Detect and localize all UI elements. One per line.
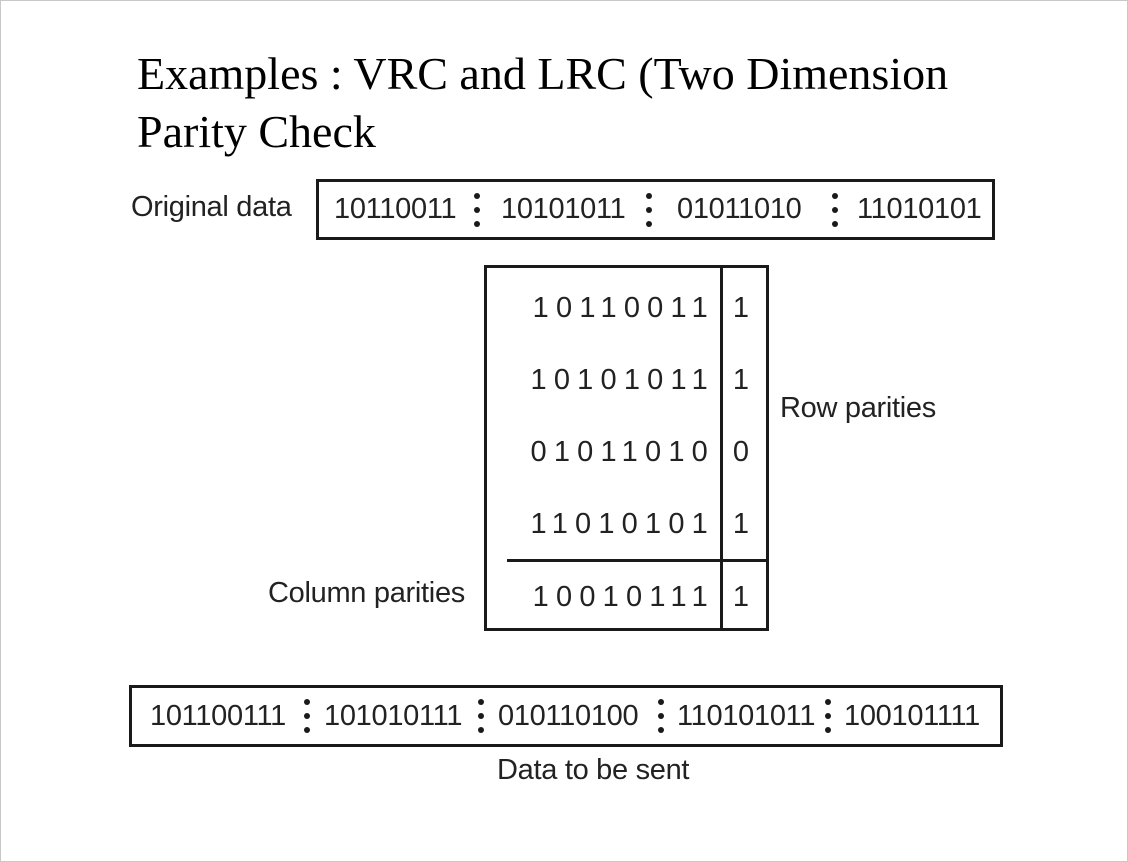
- sent-segment-4: 110101011: [677, 699, 816, 732]
- sent-segment-2: 101010111: [324, 699, 463, 732]
- column-parity-divider: [507, 559, 769, 562]
- matrix-row-3-bits: 01011010: [530, 436, 715, 468]
- slide-title-line-2: Parity Check: [137, 106, 376, 157]
- column-parity-check-bit: 1: [732, 581, 750, 613]
- matrix-row-1-parity: 1: [732, 292, 750, 324]
- sent-segment-3: 010110100: [498, 699, 639, 732]
- separator-dots: [474, 193, 480, 227]
- sent-segment-5: 100101111: [844, 699, 980, 732]
- original-data-box: 10110011 10101011 01011010 11010101: [316, 179, 995, 240]
- column-parities-label: Column parities: [268, 577, 465, 609]
- separator-dots: [832, 193, 838, 227]
- row-parities-label: Row parities: [780, 392, 936, 424]
- parity-matrix: 10110011 1 10101011 1 01011010 0 1101010…: [484, 265, 769, 631]
- original-segment-2: 10101011: [501, 193, 626, 225]
- sent-segment-1: 101100111: [150, 699, 286, 732]
- matrix-row-2-parity: 1: [732, 364, 750, 396]
- matrix-row-4-parity: 1: [732, 508, 750, 540]
- column-parity-bits: 10010111: [532, 581, 715, 613]
- matrix-row-2-bits: 10101011: [530, 364, 715, 396]
- parity-column-divider: [720, 265, 723, 631]
- original-segment-1: 10110011: [334, 193, 457, 225]
- slide-title: Examples : VRC and LRC (Two Dimension Pa…: [137, 45, 1037, 161]
- slide-title-line-1: Examples : VRC and LRC (Two Dimension: [137, 48, 949, 99]
- original-segment-4: 11010101: [857, 193, 982, 225]
- separator-dots: [646, 193, 652, 227]
- original-data-label: Original data: [131, 191, 292, 223]
- matrix-row-4-bits: 11010101: [530, 508, 715, 540]
- matrix-row-1-bits: 10110011: [532, 292, 715, 324]
- separator-dots: [825, 699, 831, 733]
- separator-dots: [658, 699, 664, 733]
- separator-dots: [304, 699, 310, 733]
- original-segment-3: 01011010: [677, 193, 802, 225]
- matrix-row-3-parity: 0: [732, 436, 750, 468]
- data-to-be-sent-label: Data to be sent: [497, 754, 690, 786]
- separator-dots: [478, 699, 484, 733]
- data-to-be-sent-box: 101100111 101010111 010110100 110101011 …: [129, 685, 1003, 747]
